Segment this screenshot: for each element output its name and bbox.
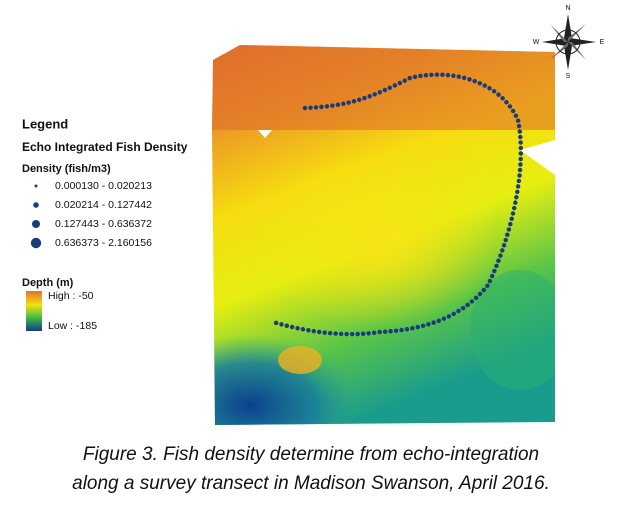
legend-class: 0.020214 - 0.127442 [55,199,152,211]
compass-label: E [600,39,605,46]
legend-depth-title: Depth (m) [22,277,74,289]
legend-title: Legend [22,116,68,131]
compass-label: N [565,5,570,12]
depth-colorbar [26,291,42,331]
legend-symbol [32,220,40,228]
legend-symbol [30,237,42,249]
legend-depth-low: Low : -185 [48,320,97,332]
compass: N S E W [533,5,605,80]
legend-depth-high: High : -50 [48,290,94,302]
legend-symbol [33,202,39,208]
legend: Legend Echo Integrated Fish Density Dens… [22,116,188,331]
legend-class: 0.636373 - 2.160156 [55,237,152,249]
transect-points [270,72,524,337]
legend-field: Density (fish/m3) [22,163,111,175]
bathymetry [212,45,555,425]
caption-line: Figure 3. Fish density determine from ec… [83,444,539,465]
legend-class: 0.127443 - 0.636372 [55,218,152,230]
compass-label: S [566,73,571,80]
caption-line: along a survey transect in Madison Swans… [72,473,550,494]
legend-layer: Echo Integrated Fish Density [22,140,188,154]
compass-label: W [533,39,540,46]
legend-symbol [34,184,38,188]
legend-class: 0.000130 - 0.020213 [55,180,152,192]
